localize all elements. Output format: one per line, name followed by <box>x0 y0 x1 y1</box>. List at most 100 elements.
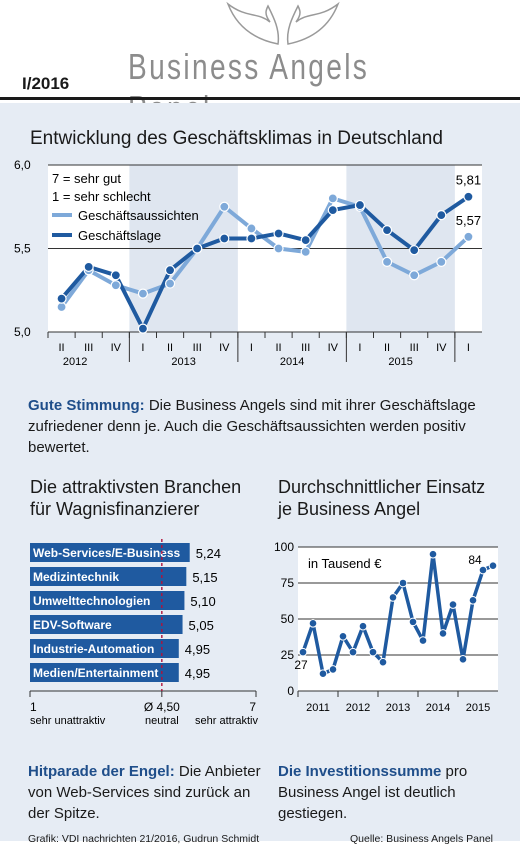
series-aussichten-point <box>219 201 230 212</box>
value-label-first: 27 <box>294 658 308 672</box>
year-label: 2012 <box>346 702 370 714</box>
sector-label: EDV-Software <box>33 618 112 632</box>
value-label-last: 84 <box>468 553 482 567</box>
source-note: Quelle: Business Angels Panel <box>350 833 494 845</box>
climate-chart: 6,05,55,0II III IV I II III IV I II III IV I II III IV… <box>14 158 482 368</box>
y-tick-label: 5,0 <box>14 325 31 339</box>
chart2-title-line2: für Wagnisfinanzierer <box>30 499 200 519</box>
investment-point <box>478 565 488 575</box>
series-lage-point <box>436 209 447 221</box>
quarter-label: III <box>301 342 310 354</box>
legend-label-lage: Geschäftslage <box>78 228 161 243</box>
chart3-title-line2: je Business Angel <box>278 499 421 519</box>
y-tick-label: 0 <box>287 684 294 698</box>
chart3-title: Durchschnittlicher Einsatz je Business An… <box>278 476 485 520</box>
investment-point <box>298 647 308 657</box>
series-lage-point <box>110 270 121 281</box>
climate-caption-bold: Gute Stimmung: <box>28 397 145 414</box>
legend-note-good: 7 = sehr gut <box>52 171 121 186</box>
sectors-chart: Web-Services/E-Business 5,24 Medizintechni… <box>29 539 258 727</box>
year-label: 2011 <box>306 702 330 714</box>
investment-caption-text: pro Business Angel ist deutlich gestiege… <box>278 763 468 822</box>
investment-point <box>408 617 418 627</box>
series-aussichten-point <box>436 256 447 267</box>
chart1-title: Entwicklung des Geschäftsklimas in Deuts… <box>30 128 443 149</box>
series-lage-point <box>192 243 203 254</box>
quarter-label: IV <box>436 342 447 354</box>
series-aussichten-point <box>110 280 121 291</box>
max-desc: sehr attraktiv <box>195 715 258 727</box>
investment-point <box>488 561 498 571</box>
y-tick-label: 100 <box>274 540 294 554</box>
y-tick-label: 5,5 <box>14 242 31 256</box>
investment-point <box>438 629 448 638</box>
sector-bar <box>30 615 183 634</box>
quarter-label: IV <box>219 342 230 354</box>
min-desc: sehr unattraktiv <box>30 715 106 727</box>
quarter-label: III <box>410 342 419 354</box>
unit-label: in Tausend € <box>308 556 382 571</box>
quarter-label: I <box>250 342 253 354</box>
investment-point <box>338 631 348 641</box>
series-lage-point <box>137 323 149 334</box>
legend-note-bad: 1 = sehr schlecht <box>52 189 151 204</box>
year-label: 2012 <box>63 356 87 368</box>
investment-point <box>468 595 478 605</box>
investment-caption: Die Investitionssumme pro Business Angel… <box>278 761 508 824</box>
investment-point <box>348 647 358 657</box>
series-lage-point <box>463 191 474 202</box>
sector-label: Medien/Entertainment <box>33 666 158 680</box>
quarter-label: II <box>167 342 173 354</box>
quarter-label: III <box>193 342 202 354</box>
quarter-label: II <box>276 342 282 354</box>
quarter-label: II <box>384 342 390 354</box>
climate-caption-text: Die Business Angels sind mit ihrer Gesch… <box>28 397 476 456</box>
series-aussichten-point <box>137 288 149 299</box>
sectors-caption-bold: Hitparade der Engel: <box>28 763 175 780</box>
series-aussichten-point <box>164 278 176 289</box>
investment-point <box>418 636 428 645</box>
sector-bar <box>30 663 179 682</box>
value-label-aussichten: 5,57 <box>456 213 481 228</box>
year-label: 2013 <box>171 356 195 368</box>
sector-bar <box>30 591 185 610</box>
year-label: 2015 <box>466 702 490 714</box>
series-aussichten-point <box>409 270 420 281</box>
climate-caption: Gute Stimmung: Die Business Angels sind … <box>28 395 498 458</box>
investment-point <box>378 657 388 667</box>
investment-point <box>428 549 438 559</box>
chart2-title: Die attraktivsten Branchen für Wagnisfina… <box>30 476 241 520</box>
year-label: 2013 <box>386 702 410 714</box>
sectors-caption-text: Die Anbieter von Web-Services sind zurüc… <box>28 763 261 822</box>
investment-point <box>368 647 378 657</box>
sector-value: 5,10 <box>190 594 215 609</box>
sector-value: 5,24 <box>196 546 221 561</box>
series-lage-point <box>300 235 311 246</box>
sectors-caption: Hitparade der Engel: Die Anbieter von We… <box>28 761 268 824</box>
chart3-title-line1: Durchschnittlicher Einsatz <box>278 477 486 497</box>
sector-value: 5,15 <box>192 570 217 585</box>
investment-point <box>308 619 318 628</box>
sector-label: Web-Services/E-Business <box>33 546 181 560</box>
issue-label: I/2016 <box>22 74 70 93</box>
sector-label: Umwelttechnologien <box>33 594 150 608</box>
quarter-label: II <box>59 342 65 354</box>
y-tick-label: 6,0 <box>14 158 31 172</box>
quarter-label: I <box>467 342 470 354</box>
sector-label: Industrie-Automation <box>33 642 154 656</box>
year-label: 2015 <box>388 356 412 368</box>
mid-desc: neutral <box>145 715 179 727</box>
sector-bar <box>30 639 179 658</box>
series-aussichten-line <box>59 196 470 309</box>
sector-bar <box>30 543 190 562</box>
year-label: 2014 <box>280 356 304 368</box>
series-lage-point <box>409 245 420 256</box>
angel-wings-logo <box>226 1 340 45</box>
series-lage-point <box>381 225 393 236</box>
investment-chart: 100 75 50 25 0 2011 2012 2013 2014 2015 in Tausend… <box>274 540 498 714</box>
series-aussichten-point <box>300 246 311 257</box>
investment-point <box>328 665 338 674</box>
quarter-label: IV <box>328 342 339 354</box>
series-lage-point <box>56 293 67 304</box>
series-aussichten-point <box>246 223 257 234</box>
